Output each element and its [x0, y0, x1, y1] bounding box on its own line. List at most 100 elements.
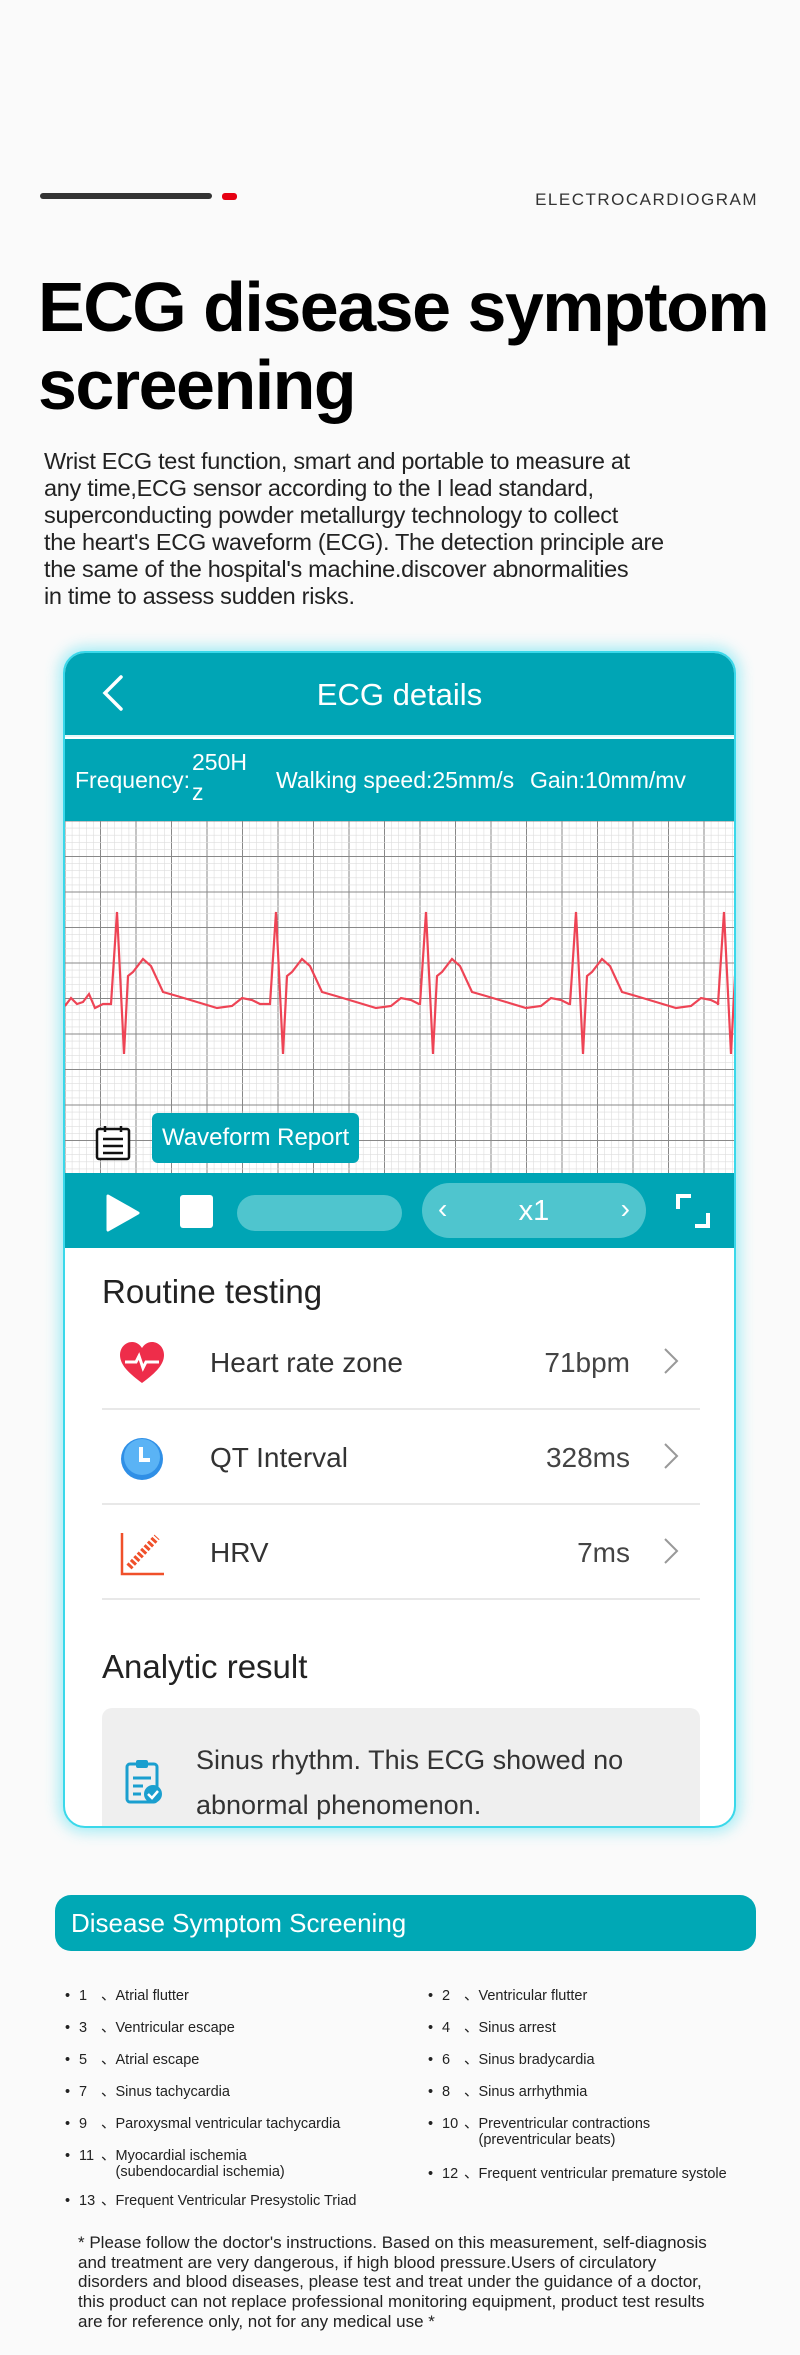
- item-text: Frequent ventricular premature systole: [479, 2166, 727, 2182]
- item-text-line: (subendocardial ischemia): [115, 2164, 285, 2180]
- item-separator: 、: [101, 2052, 116, 2068]
- item-text: Sinus bradycardia: [479, 2052, 595, 2068]
- item-separator: 、: [464, 2052, 479, 2068]
- bullet: •: [428, 2084, 434, 2100]
- item-number: 8: [442, 2084, 451, 2100]
- item-text-line: Ventricular escape: [115, 2020, 235, 2036]
- intro-line: in time to assess sudden risks.: [44, 583, 355, 609]
- item-number: 6: [442, 2052, 451, 2068]
- play-icon[interactable]: [105, 1193, 141, 1233]
- frequency-value: 250H: [192, 749, 247, 775]
- item-text-line: Myocardial ischemia: [115, 2148, 247, 2164]
- analytic-result-box: Sinus rhythm. This ECG showed no abnorma…: [102, 1708, 700, 1826]
- speed-decrease-icon[interactable]: ‹: [438, 1193, 448, 1224]
- screening-item: • 10 、Preventricular contractions (preventr…: [428, 2116, 650, 2148]
- screening-banner: Disease Symptom Screening: [55, 1895, 756, 1951]
- note-line: disorders and blood diseases, please tes…: [78, 2272, 702, 2292]
- item-text: Atrial escape: [116, 2052, 200, 2068]
- item-text: Paroxysmal ventricular tachycardia: [116, 2116, 341, 2132]
- bullet: •: [65, 2193, 71, 2209]
- stop-button[interactable]: [180, 1195, 213, 1228]
- item-text: Sinus arrest: [479, 2020, 556, 2036]
- bullet: •: [65, 2148, 71, 2164]
- decor-dot: [222, 193, 237, 200]
- title-line: screening: [38, 346, 357, 424]
- item-text: Sinus arrhythmia: [479, 2084, 588, 2100]
- row-heart-rate[interactable]: Heart rate zone 71bpm: [102, 1315, 700, 1410]
- item-separator: 、: [464, 2116, 479, 2132]
- note-line: * Please follow the doctor's instruction…: [78, 2233, 707, 2252]
- screening-item: • 11 、Myocardial ischemia (subendocardial i…: [65, 2148, 285, 2180]
- item-number: 9: [79, 2116, 88, 2132]
- item-text: Myocardial ischemia (subendocardial ische…: [116, 2148, 285, 2180]
- note-line: this product can not replace professiona…: [78, 2292, 705, 2312]
- bullet: •: [428, 2166, 434, 2182]
- heart-rate-icon: [120, 1342, 164, 1383]
- gain: Gain:10mm/mv: [530, 767, 686, 793]
- item-text-line: Frequent Ventricular Presystolic Triad: [115, 2193, 357, 2209]
- eyebrow-label: ELECTROCARDIOGRAM: [535, 190, 758, 209]
- bullet: •: [65, 2116, 71, 2132]
- item-number: 7: [79, 2084, 88, 2100]
- analytic-result-text: Sinus rhythm. This ECG showed no abnorma…: [196, 1738, 624, 1826]
- item-separator: 、: [101, 1988, 116, 2004]
- row-hrv[interactable]: HRV 7ms: [102, 1505, 700, 1600]
- item-text-line: Preventricular contractions: [478, 2116, 651, 2132]
- app-header: ECG details: [65, 653, 734, 737]
- bullet: •: [428, 2052, 434, 2068]
- playback-progress[interactable]: [237, 1195, 402, 1231]
- screening-item: • 1 、Atrial flutter: [65, 1988, 189, 2004]
- walking-speed: Walking speed:25mm/s: [276, 767, 515, 793]
- item-text-line: Sinus bradycardia: [478, 2052, 595, 2068]
- item-number: 1: [79, 1988, 88, 2004]
- screen-title: ECG details: [316, 677, 483, 712]
- screening-item: • 8 、Sinus arrhythmia: [428, 2084, 587, 2100]
- item-text: Ventricular escape: [116, 2020, 235, 2036]
- ecg-trace: [65, 911, 734, 1055]
- back-icon[interactable]: [95, 671, 135, 715]
- row-label: HRV: [210, 1537, 269, 1568]
- intro-line: Wrist ECG test function, smart and porta…: [44, 448, 630, 474]
- item-text-line: Paroxysmal ventricular tachycardia: [115, 2116, 341, 2132]
- item-text-line: (preventricular beats): [478, 2132, 616, 2148]
- chevron-right-icon: [664, 1538, 679, 1564]
- row-label: QT Interval: [210, 1442, 348, 1473]
- item-number: 11: [79, 2148, 95, 2164]
- item-number: 12: [442, 2166, 459, 2182]
- item-separator: 、: [464, 2166, 479, 2182]
- fullscreen-icon[interactable]: [675, 1193, 711, 1229]
- routine-testing-title: Routine testing: [102, 1273, 323, 1310]
- note-line: are for reference only, not for any medi…: [78, 2311, 435, 2331]
- frequency-value-wrap: z: [192, 779, 204, 805]
- row-value: 7ms: [577, 1537, 630, 1568]
- intro-line: the same of the hospital's machine.disco…: [44, 556, 629, 582]
- disclaimer-note: * Please follow the doctor's instruction…: [78, 2233, 758, 2332]
- row-label: Heart rate zone: [210, 1347, 403, 1378]
- speed-value: x1: [518, 1195, 550, 1227]
- screening-item: • 9 、Paroxysmal ventricular tachycardia: [65, 2116, 340, 2132]
- report-icon[interactable]: [93, 1123, 133, 1163]
- hrv-chart-icon: [120, 1533, 164, 1576]
- item-number: 2: [442, 1988, 451, 2004]
- intro-line: the heart's ECG waveform (ECG). The dete…: [44, 529, 664, 555]
- waveform-report-button[interactable]: Waveform Report: [152, 1113, 360, 1163]
- bullet: •: [65, 2052, 71, 2068]
- playback-controls: ‹ x1 ›: [65, 1173, 734, 1248]
- result-line: Sinus rhythm. This ECG showed no: [196, 1745, 624, 1775]
- row-value: 71bpm: [544, 1347, 630, 1378]
- item-separator: 、: [101, 2020, 116, 2036]
- item-separator: 、: [101, 2116, 116, 2132]
- screening-item: • 12 、Frequent ventricular premature systo…: [428, 2166, 727, 2182]
- item-number: 5: [79, 2052, 88, 2068]
- item-text-line: Atrial escape: [115, 2052, 200, 2068]
- bullet: •: [428, 2020, 434, 2036]
- screening-item: • 3 、Ventricular escape: [65, 2020, 235, 2036]
- row-qt-interval[interactable]: QT Interval 328ms: [102, 1410, 700, 1505]
- item-text: Preventricular contractions (preventricul…: [479, 2116, 651, 2148]
- bullet: •: [65, 2020, 71, 2036]
- chevron-right-icon: [664, 1443, 679, 1469]
- speed-increase-icon[interactable]: ›: [620, 1193, 630, 1224]
- item-number: 4: [442, 2020, 451, 2036]
- title-line: ECG disease symptom: [38, 268, 770, 346]
- item-separator: 、: [464, 1988, 479, 2004]
